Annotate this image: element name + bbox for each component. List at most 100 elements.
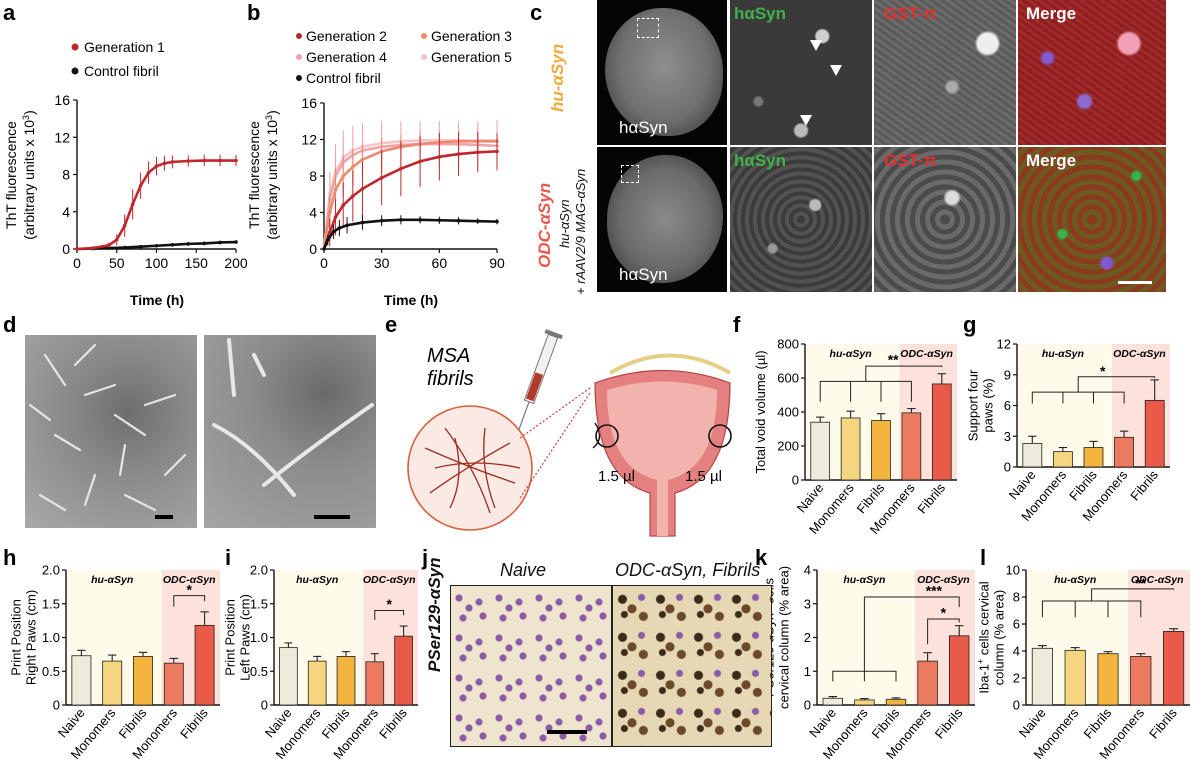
legend-label-generation-1: Generation 1: [84, 39, 165, 55]
significance-bracket: *: [374, 596, 405, 620]
y-tick-label: 1.5: [250, 596, 268, 611]
bar-monomers: [901, 412, 922, 481]
channel-label-merge-odc: Merge: [1026, 151, 1077, 170]
scale-bar: [314, 515, 350, 519]
bar-monomers: [365, 661, 385, 706]
bracket-line: [927, 618, 960, 645]
y-tick-label: 0: [804, 698, 811, 713]
x-tick-label: 0: [320, 255, 328, 271]
bar-monomers: [1053, 451, 1073, 468]
ylabel-a-line1: ThT fluorescence: [3, 121, 19, 229]
legend-marker-generation-1: [71, 43, 79, 51]
micrograph-merge-hu: Merge: [1018, 0, 1166, 145]
y-tick-label: 0.5: [250, 664, 268, 679]
channel-label-hasyn-odc: hαSyn: [734, 151, 787, 170]
data-point: [337, 226, 342, 230]
label-odc-sub2-c: + rAAV2/9 MAG-αSyn: [573, 168, 588, 295]
channel-label-merge-hu: Merge: [1026, 4, 1077, 23]
bar-monomers: [307, 660, 327, 706]
data-point: [170, 243, 175, 247]
y-axis-label-line: Right Paws (cm): [24, 590, 39, 685]
x-tick-label: 30: [374, 255, 390, 271]
bar-fibrils: [949, 635, 970, 706]
group-label-odc: ODC-αSyn: [1131, 574, 1184, 586]
bar-fibrils: [336, 656, 356, 706]
x-tick-label: Fibrils: [376, 705, 410, 742]
significance-stars: ***: [926, 582, 943, 598]
data-point: [333, 187, 338, 192]
panel-letter-d: d: [3, 312, 17, 337]
legend-label-generation-4: Generation 4: [306, 49, 387, 65]
data-point: [327, 210, 332, 215]
y-tick-label: 4: [62, 204, 70, 220]
data-point: [495, 219, 499, 224]
data-point: [360, 157, 365, 162]
data-point: [107, 243, 111, 248]
y-tick-label: 4: [1013, 644, 1020, 659]
label-odc-asyn-c: ODC-αSyn: [535, 182, 554, 268]
data-point: [331, 229, 336, 234]
significance-stars: **: [1135, 575, 1146, 591]
y-axis-label: Print Position Right Paws (cm): [9, 590, 39, 685]
legend-marker-control-fibril-b: [296, 75, 302, 81]
significance-bracket: **: [819, 351, 943, 402]
ylabel-b-line1: ThT fluorescence: [246, 121, 262, 229]
y-axis-label-line: column (% area): [992, 590, 1007, 685]
bar-naive: [71, 655, 92, 706]
channel-label-hasyn-hu: hαSyn: [734, 4, 787, 23]
em-fibrils-high-mag-strokes: [212, 338, 374, 497]
data-point: [234, 158, 238, 163]
micrograph-merge-odc: Merge: [1018, 147, 1166, 292]
channel-label-gstpi-odc: GST-π: [884, 151, 937, 170]
data-point: [218, 240, 222, 245]
x-tick-label: Fibrils: [1127, 467, 1161, 504]
chart-a-tht-generation1: Generation 1 Control fibril ThT fluoresc…: [3, 39, 248, 308]
x-tick-label: 0: [73, 255, 81, 271]
bladder-icon: [594, 353, 732, 537]
data-point: [326, 238, 330, 242]
bar-naive: [1022, 443, 1043, 468]
y-tick-label: 4: [804, 563, 811, 578]
bracket-line: [865, 365, 943, 382]
chart-g-support-four-paws: hu-αSyn ODC-αSyn 0 3 6 9 12 Support four paws (%…: [966, 337, 1170, 524]
x-tick-label: 90: [489, 255, 505, 271]
y-tick-label: 600: [777, 371, 799, 386]
scale-bar: [1118, 281, 1152, 284]
bar-monomers: [163, 662, 184, 706]
y-axis-label-line: Print Position: [9, 599, 24, 676]
y-tick-label: 0: [53, 698, 60, 713]
data-point: [91, 246, 95, 250]
y-tick-label: 16: [54, 92, 70, 108]
histology-naive: [450, 585, 612, 747]
x-tick-label: Fibrils: [1146, 705, 1180, 742]
scale-bar: [155, 515, 173, 519]
legend-marker-generation-5: [421, 54, 427, 60]
group-label-hu: hu-αSyn: [830, 348, 872, 360]
bar-fibrils: [1097, 653, 1119, 706]
bracket-line: [850, 381, 882, 402]
y-tick-label: 2: [1013, 671, 1020, 686]
data-point: [202, 158, 206, 163]
y-tick-label: 1: [804, 664, 811, 679]
series-line-generation-2: [322, 150, 498, 250]
group-label-hu: hu-αSyn: [1042, 348, 1084, 360]
y-axis-label-line: Total void volume (µl): [753, 350, 768, 473]
y-tick-label: 0: [792, 473, 799, 488]
bracket-line: [1062, 392, 1094, 404]
legend-label-generation-2: Generation 2: [306, 28, 387, 44]
data-point: [202, 241, 206, 246]
micrograph-hasyn-hu: hαSyn: [730, 0, 872, 145]
bar-fibrils: [1083, 447, 1104, 468]
y-tick-label: 200: [777, 439, 799, 454]
bar-fibrils: [133, 656, 153, 706]
y-axis-label-line: Left Paws (cm): [238, 594, 253, 681]
series-line-control-fibril: [322, 218, 498, 250]
panel-j-title-odc: ODC-αSyn, Fibrils: [615, 560, 761, 580]
injection-volume-right: 1.5 µl: [685, 468, 722, 485]
bar-monomers: [840, 417, 861, 481]
group-label-hu: hu-αSyn: [1054, 574, 1096, 586]
data-point: [437, 155, 442, 159]
group-label-hu: hu-αSyn: [843, 574, 885, 586]
significance-stars: *: [386, 596, 392, 612]
